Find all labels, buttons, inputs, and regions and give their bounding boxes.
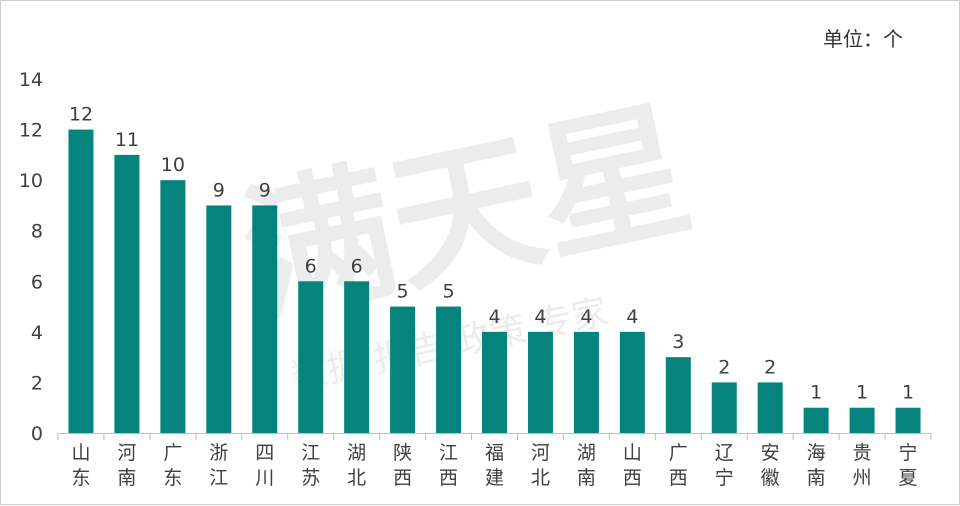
data-label: 1	[902, 382, 914, 404]
data-label: 5	[397, 281, 409, 303]
x-tick-label: 浙江	[209, 442, 228, 489]
data-label: 1	[810, 382, 822, 404]
x-tick-label: 江西	[439, 442, 458, 489]
bar	[573, 331, 599, 433]
y-tick-label: 4	[31, 322, 43, 344]
x-tick-label: 辽宁	[715, 442, 734, 489]
bar	[68, 129, 94, 434]
x-tick-label: 河南	[117, 442, 136, 489]
data-label: 3	[672, 331, 684, 353]
x-tick-label: 湖南	[577, 442, 596, 489]
unit-label: 单位：个	[823, 27, 903, 51]
x-tick-label: 陕西	[393, 442, 412, 489]
bar	[711, 382, 737, 433]
data-label: 10	[161, 154, 185, 176]
bar	[895, 407, 921, 433]
x-tick-label: 广西	[669, 442, 688, 489]
bar	[803, 407, 829, 433]
bar	[390, 306, 416, 433]
y-tick-label: 0	[31, 423, 43, 445]
bar	[849, 407, 875, 433]
x-tick-label: 山西	[623, 442, 642, 489]
y-tick-label: 2	[31, 372, 43, 394]
x-tick-label: 山东	[71, 442, 90, 489]
data-label: 5	[443, 281, 455, 303]
bar	[298, 281, 324, 433]
x-tick-label: 宁夏	[899, 442, 918, 489]
data-label: 9	[259, 179, 271, 201]
bar	[665, 357, 691, 433]
bar	[757, 382, 783, 433]
x-tick-label: 安徽	[761, 442, 780, 489]
bar	[114, 154, 140, 433]
data-label: 1	[856, 382, 868, 404]
x-tick-label: 贵州	[853, 442, 872, 489]
x-tick-label: 福建	[485, 442, 504, 489]
x-tick-label: 广东	[163, 442, 182, 489]
data-label: 4	[626, 306, 638, 328]
x-tick-label: 湖北	[347, 442, 366, 489]
x-tick-label: 江苏	[301, 442, 320, 489]
data-label: 6	[351, 255, 363, 277]
bar	[344, 281, 370, 433]
y-tick-label: 10	[19, 170, 43, 192]
data-label: 9	[213, 179, 225, 201]
y-tick-label: 6	[31, 271, 43, 293]
data-label: 11	[115, 129, 139, 151]
data-label: 2	[764, 356, 776, 378]
y-tick-label: 8	[31, 221, 43, 243]
x-tick-label: 河北	[531, 442, 550, 489]
y-tick-label: 14	[19, 69, 43, 91]
bar	[160, 180, 186, 433]
data-label: 6	[305, 255, 317, 277]
x-tick-label: 四川	[255, 442, 274, 489]
bar	[252, 205, 278, 433]
data-label: 4	[580, 306, 592, 328]
data-label: 12	[69, 104, 93, 126]
bar	[527, 331, 553, 433]
data-label: 2	[718, 356, 730, 378]
data-label: 4	[534, 306, 546, 328]
data-label: 4	[488, 306, 500, 328]
bar	[436, 306, 462, 433]
bar	[206, 205, 232, 433]
y-tick-label: 12	[19, 120, 43, 142]
bar	[619, 331, 645, 433]
x-tick-label: 海南	[807, 442, 826, 489]
bar	[482, 331, 507, 433]
